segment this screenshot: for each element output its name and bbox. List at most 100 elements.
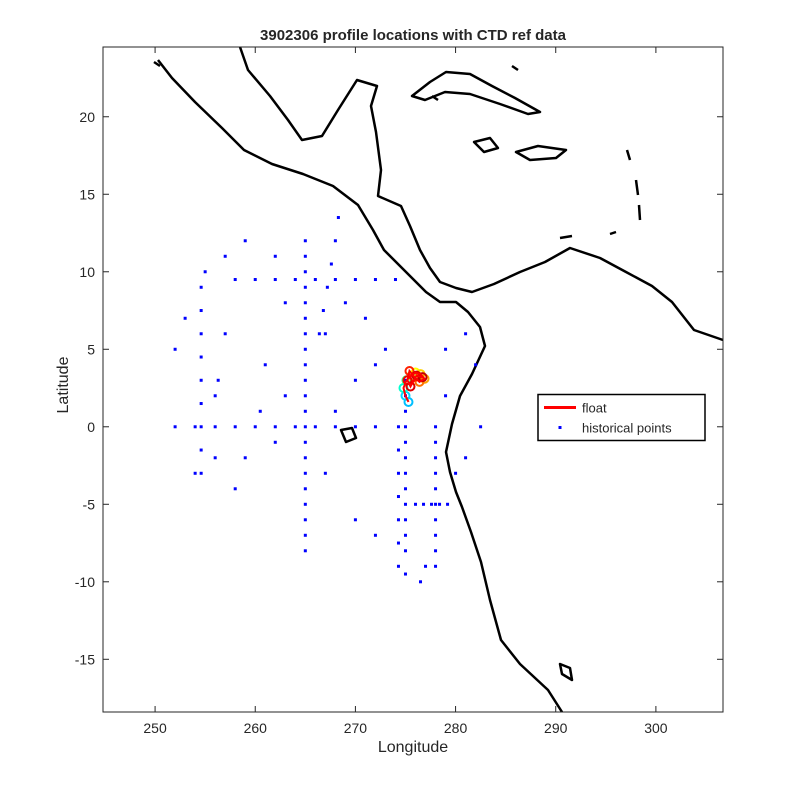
historical-point (199, 309, 203, 313)
y-tick-label: 5 (87, 341, 95, 357)
historical-point (303, 549, 307, 553)
y-tick-label: -5 (83, 496, 96, 512)
historical-point (223, 332, 227, 336)
y-tick-label: 10 (79, 264, 95, 280)
historical-point (464, 332, 468, 336)
y-tick-label: -15 (75, 651, 95, 667)
historical-point (233, 487, 237, 491)
y-tick-label: 20 (79, 109, 95, 125)
historical-point (434, 549, 438, 553)
historical-point (323, 471, 327, 475)
historical-point (263, 363, 267, 367)
historical-point (313, 425, 317, 429)
x-tick-label: 260 (244, 720, 268, 736)
historical-point (403, 471, 407, 475)
historical-point (333, 409, 337, 413)
plot-frame (102, 46, 724, 713)
historical-point (396, 495, 400, 499)
historical-point (303, 363, 307, 367)
historical-point (173, 425, 177, 429)
historical-point (353, 425, 357, 429)
historical-point (313, 278, 317, 282)
historical-point (283, 394, 287, 398)
historical-point (283, 301, 287, 305)
historical-point (199, 448, 203, 452)
historical-point (213, 394, 217, 398)
historical-point (325, 285, 329, 289)
historical-point (434, 425, 438, 429)
historical-point (199, 471, 203, 475)
historical-point (273, 425, 277, 429)
historical-point (434, 440, 438, 444)
historical-point (193, 425, 197, 429)
historical-point (403, 518, 407, 522)
historical-point (303, 254, 307, 258)
y-axis-label: Latitude (55, 356, 72, 413)
historical-point (434, 456, 438, 460)
historical-point (333, 425, 337, 429)
historical-point (434, 502, 438, 506)
legend-box (537, 393, 706, 442)
float-track (402, 368, 427, 403)
y-tick-label: 15 (79, 186, 95, 202)
historical-point (403, 409, 407, 413)
historical-point (343, 301, 347, 305)
historical-point (353, 518, 357, 522)
historical-point (446, 502, 450, 506)
x-tick-label: 300 (644, 720, 668, 736)
historical-point (216, 378, 220, 382)
historical-point (479, 425, 483, 429)
historical-point (403, 502, 407, 506)
historical-point (353, 378, 357, 382)
historical-point (396, 425, 400, 429)
historical-point (323, 332, 327, 336)
historical-point (403, 572, 407, 576)
historical-point (199, 425, 203, 429)
historical-point (273, 278, 277, 282)
historical-point (373, 278, 377, 282)
historical-point (403, 533, 407, 537)
historical-point (363, 316, 367, 320)
historical-point (303, 518, 307, 522)
historical-point (303, 239, 307, 243)
historical-point (293, 278, 297, 282)
historical-point (303, 332, 307, 336)
historical-point (199, 402, 203, 406)
x-tick-label: 280 (444, 720, 468, 736)
x-tick-label: 270 (344, 720, 368, 736)
historical-point (303, 394, 307, 398)
legend-label: float (582, 401, 607, 416)
historical-point (303, 285, 307, 289)
historical-point (233, 278, 237, 282)
historical-point (243, 456, 247, 460)
historical-point (213, 425, 217, 429)
historical-point (434, 471, 438, 475)
historical-point (303, 270, 307, 274)
historical-point (193, 471, 197, 475)
historical-point (438, 502, 442, 506)
historical-point (373, 533, 377, 537)
historical-point (430, 502, 434, 506)
historical-point (303, 471, 307, 475)
historical-point (464, 456, 468, 460)
historical-point (403, 425, 407, 429)
historical-point (403, 440, 407, 444)
historical-point (243, 239, 247, 243)
historical-point (303, 533, 307, 537)
historical-point (383, 347, 387, 351)
historical-point (199, 378, 203, 382)
historical-point (253, 278, 257, 282)
historical-point (336, 216, 340, 220)
historical-point (303, 409, 307, 413)
x-tick-label: 250 (143, 720, 167, 736)
coastline (153, 46, 724, 713)
historical-point (303, 502, 307, 506)
historical-point (396, 564, 400, 568)
historical-point (317, 332, 321, 336)
historical-point (303, 301, 307, 305)
chart-title: 3902306 profile locations with CTD ref d… (260, 27, 567, 44)
legend-swatch (558, 426, 562, 429)
historical-point (434, 487, 438, 491)
historical-point (253, 425, 257, 429)
